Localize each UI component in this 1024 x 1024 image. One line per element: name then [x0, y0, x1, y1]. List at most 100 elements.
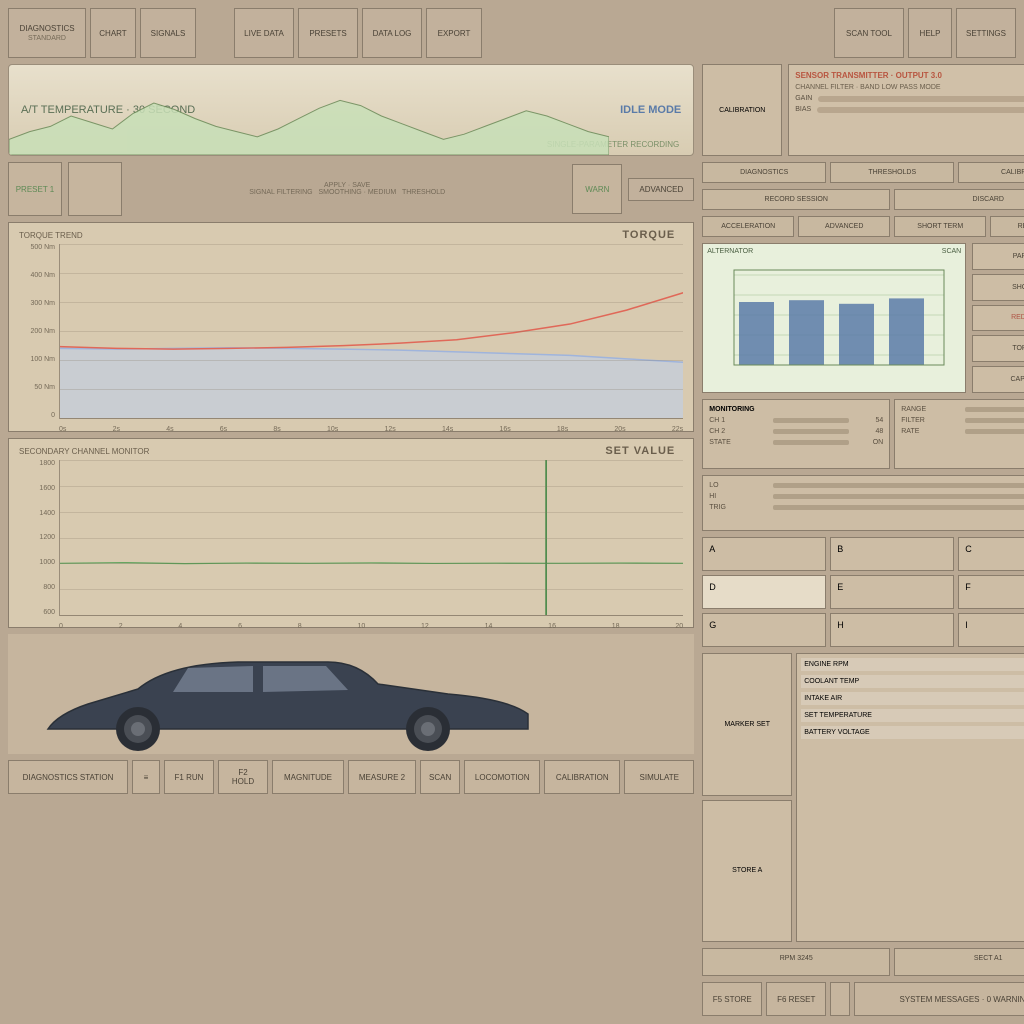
grid-a[interactable]: A — [702, 537, 826, 571]
param-block-3: LO120 HI880 TRIGEDGE — [702, 475, 1024, 531]
grid-c[interactable]: C — [958, 537, 1024, 571]
slider-rate[interactable] — [965, 429, 1024, 434]
setvalue-title: SET VALUE — [605, 445, 675, 457]
grid-g[interactable]: G — [702, 613, 826, 647]
tb-export[interactable]: EXPORT — [426, 8, 482, 58]
rbtn-thresh[interactable]: THRESHOLDS — [830, 162, 954, 183]
torque-chart-panel: TORQUE TREND TORQUE 500 Nm400 Nm300 Nm20… — [8, 222, 694, 432]
param-block-2: RANGEAUTO FILTERMED RATE10Hz — [894, 399, 1024, 469]
grid-f[interactable]: F — [958, 575, 1024, 609]
rbtn-calib[interactable]: CALIBRATE — [958, 162, 1024, 183]
list-item[interactable]: SET TEMPERATURE — [801, 709, 1024, 722]
car-icon — [28, 644, 548, 754]
slider-filter[interactable] — [965, 418, 1024, 423]
signal-list: ENGINE RPM COOLANT TEMP INTAKE AIR SET T… — [796, 653, 1024, 942]
preset-1[interactable]: PRESET 1 — [8, 162, 62, 216]
ms-redline[interactable]: RED LINE — [972, 305, 1024, 332]
sensor-sub: CHANNEL FILTER · BAND LOW PASS MODE — [795, 84, 1024, 91]
mini-chart-title: ALTERNATOR — [707, 248, 753, 255]
sparkline-mode: IDLE MODE — [620, 104, 681, 116]
sb-calib[interactable]: CALIBRATION — [544, 760, 620, 794]
rbtn-short[interactable]: SHORT TERM — [894, 216, 986, 237]
ms-capture[interactable]: CAPTURE — [972, 366, 1024, 393]
rbtn-reset[interactable]: RESET ALL — [990, 216, 1024, 237]
mini-chart-panel: ALTERNATOR SCAN — [702, 243, 966, 393]
tb-datalog[interactable]: DATA LOG — [362, 8, 422, 58]
sb-f1[interactable]: F1 RUN — [164, 760, 214, 794]
tb-settings[interactable]: SETTINGS — [956, 8, 1016, 58]
indicator-grid: A B C D E F G H I — [702, 537, 1024, 647]
sb-station: DIAGNOSTICS STATION — [8, 760, 128, 794]
store-a-btn[interactable]: STORE A — [702, 800, 792, 943]
grid-d[interactable]: D — [702, 575, 826, 609]
mini-chart-sub: SCAN — [942, 248, 961, 255]
gain-slider[interactable] — [818, 96, 1024, 102]
sb-scan[interactable]: SCAN — [420, 760, 460, 794]
right-btn-row-1b: RECORD SESSION DISCARD — [702, 189, 1024, 210]
list-item[interactable]: ENGINE RPM — [801, 658, 1024, 671]
tb-scantool[interactable]: SCAN TOOL — [834, 8, 904, 58]
top-toolbar: DIAGNOSTICS STANDARD CHART SIGNALS LIVE … — [8, 8, 1016, 58]
preset-warn[interactable]: WARN — [572, 164, 622, 214]
list-item[interactable]: INTAKE AIR — [801, 692, 1024, 705]
ms-short[interactable]: SHORT T — [972, 274, 1024, 301]
right-btn-row-2: ACCELERATION ADVANCED SHORT TERM RESET A… — [702, 216, 1024, 237]
sb-f5[interactable]: F5 STORE — [702, 982, 762, 1016]
list-item[interactable]: BATTERY VOLTAGE — [801, 726, 1024, 739]
slider-hi[interactable] — [773, 494, 1024, 499]
grid-e[interactable]: E — [830, 575, 954, 609]
tb-help[interactable]: HELP — [908, 8, 952, 58]
rbtn-accel[interactable]: ACCELERATION — [702, 216, 794, 237]
ms-params[interactable]: PARAMS — [972, 243, 1024, 270]
slider-range[interactable] — [965, 407, 1024, 412]
rbtn-diag[interactable]: DIAGNOSTICS — [702, 162, 826, 183]
param-block-1: MONITORING CH 154 CH 248 STATEON — [702, 399, 890, 469]
ms-torque[interactable]: TORQUE — [972, 335, 1024, 362]
sparkline-chart — [9, 85, 609, 155]
marker-set-btn[interactable]: MARKER SET — [702, 653, 792, 796]
grid-b[interactable]: B — [830, 537, 954, 571]
slider-ch1[interactable] — [773, 418, 849, 423]
preset-advanced[interactable]: ADVANCED — [628, 178, 694, 201]
sensor-title: SENSOR TRANSMITTER · OUTPUT 3.0 — [795, 71, 1024, 80]
sb-sep — [830, 982, 850, 1016]
preset-row: PRESET 1 APPLY · SAVE SIGNAL FILTERING S… — [8, 162, 694, 216]
sb-icon[interactable]: ≡ — [132, 760, 160, 794]
sb-loco[interactable]: LOCOMOTION — [464, 760, 540, 794]
calibration-btn[interactable]: CALIBRATION — [702, 64, 782, 156]
rpm-readout: RPM 3245 — [702, 948, 890, 976]
sb-f2[interactable]: F2 HOLD — [218, 760, 268, 794]
status-bar-right: F5 STORE F6 RESET SYSTEM MESSAGES · 0 WA… — [702, 982, 1024, 1016]
bias-slider[interactable] — [817, 107, 1024, 113]
grid-h[interactable]: H — [830, 613, 954, 647]
sb-simulate[interactable]: SIMULATE — [624, 760, 694, 794]
sb-measure[interactable]: MEASURE 2 — [348, 760, 416, 794]
rbtn-record[interactable]: RECORD SESSION — [702, 189, 890, 210]
preset-2[interactable] — [68, 162, 122, 216]
slider-state[interactable] — [773, 440, 849, 445]
sb-magnitude[interactable]: MAGNITUDE — [272, 760, 344, 794]
preset-labels: APPLY · SAVE SIGNAL FILTERING SMOOTHING … — [128, 182, 566, 196]
tb-diagnostics[interactable]: DIAGNOSTICS STANDARD — [8, 8, 86, 58]
status-bar-left: DIAGNOSTICS STATION ≡ F1 RUN F2 HOLD MAG… — [8, 760, 694, 794]
grid-i[interactable]: I — [958, 613, 1024, 647]
tb-signals[interactable]: SIGNALS — [140, 8, 196, 58]
rbtn-adv[interactable]: ADVANCED — [798, 216, 890, 237]
tb-presets[interactable]: PRESETS — [298, 8, 358, 58]
tb-live[interactable]: LIVE DATA — [234, 8, 294, 58]
sect-readout: SECT A1 — [894, 948, 1024, 976]
rbtn-discard[interactable]: DISCARD — [894, 189, 1024, 210]
slider-lo[interactable] — [773, 483, 1024, 488]
mini-side-buttons: PARAMS SHORT T RED LINE TORQUE CAPTURE — [972, 243, 1024, 393]
slider-ch2[interactable] — [773, 429, 849, 434]
sparkline-panel: A/T TEMPERATURE · 30 SECOND IDLE MODE SI… — [8, 64, 694, 156]
tb-chart[interactable]: CHART — [90, 8, 136, 58]
slider-trig[interactable] — [773, 505, 1024, 510]
setvalue-subtitle: SECONDARY CHANNEL MONITOR — [19, 447, 683, 456]
list-item[interactable]: COOLANT TEMP — [801, 675, 1024, 688]
mini-chart — [707, 255, 961, 375]
torque-subtitle: TORQUE TREND — [19, 231, 683, 240]
sb-messages: SYSTEM MESSAGES · 0 WARNINGS — [854, 982, 1024, 1016]
sensor-info-panel: SENSOR TRANSMITTER · OUTPUT 3.0 CHANNEL … — [788, 64, 1024, 156]
sb-f6[interactable]: F6 RESET — [766, 982, 826, 1016]
